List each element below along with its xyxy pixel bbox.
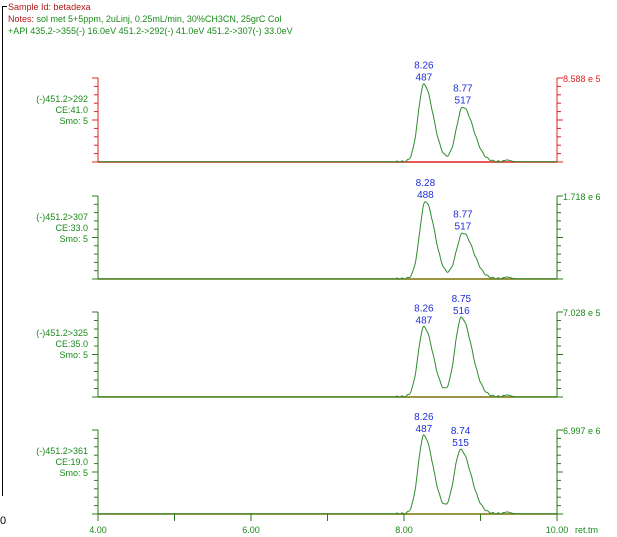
channel-label-3: (-)451.2>325 [36,328,88,338]
scale-label-4: 6.997 e 6 [563,426,601,436]
notes-value: sol met 5+5ppm, 2uLinj, 0.25mL/min, 30%C… [36,14,282,24]
smo-label-1: Smo: 5 [59,116,88,126]
ce-label-2: CE:33.0 [55,223,88,233]
ce-label-4: CE:19.0 [55,457,88,467]
channel-label-1: (-)451.2>292 [36,94,88,104]
left-frame-tick [2,6,7,7]
peak-scan-1-1: 487 [416,73,433,84]
trace-4 [98,434,557,515]
left-frame-line [2,6,3,496]
x-tick-label: 6.00 [242,525,260,535]
sample-id-value: betadexa [53,2,91,12]
peak-rt-2-1: 8.28 [416,178,436,189]
api-line: +API 435.2->355(-) 16.0eV 451.2->292(-) … [8,26,293,36]
scale-label-1: 8.588 e 5 [563,74,601,84]
x-tick-label: 8.00 [395,525,413,535]
ce-label-3: CE:35.0 [55,339,88,349]
peak-rt-2-2: 8.77 [453,209,473,220]
scale-label-2: 1.718 e 6 [563,192,601,202]
sample-id-line: Sample Id: betadexa [8,2,91,13]
x-tick-label: 4.00 [89,525,107,535]
peak-rt-1-1: 8.26 [414,61,434,72]
trace-1 [98,83,557,163]
peak-rt-4-2: 8.74 [451,426,471,437]
left-edge-fragment: 0 [0,515,6,527]
x-axis-unit: ret.tm [575,525,598,535]
peak-scan-4-2: 515 [452,438,469,449]
notes-label: Notes: [8,14,35,24]
channel-label-2: (-)451.2>307 [36,212,88,222]
peak-rt-1-2: 8.77 [453,83,473,94]
peak-scan-3-2: 516 [453,306,470,317]
peak-scan-2-1: 488 [417,190,434,201]
peak-rt-3-1: 8.26 [414,303,434,314]
smo-label-2: Smo: 5 [59,234,88,244]
channel-label-4: (-)451.2>361 [36,446,88,456]
x-tick-label: 10.00 [546,525,569,535]
peak-scan-2-2: 517 [455,221,472,232]
smo-label-4: Smo: 5 [59,468,88,478]
peak-scan-4-1: 487 [416,424,433,435]
trace-2 [98,201,557,280]
ce-label-1: CE:41.0 [55,105,88,115]
smo-label-3: Smo: 5 [59,350,88,360]
peak-scan-1-2: 517 [455,95,472,106]
sample-id-label: Sample Id: [8,2,52,12]
peak-scan-3-1: 487 [416,315,433,326]
notes-line: Notes: sol met 5+5ppm, 2uLinj, 0.25mL/mi… [8,14,281,25]
peak-rt-4-1: 8.26 [414,412,434,423]
peak-rt-3-2: 8.75 [452,294,472,305]
scale-label-3: 7.028 e 5 [563,308,601,318]
trace-3 [98,316,557,398]
